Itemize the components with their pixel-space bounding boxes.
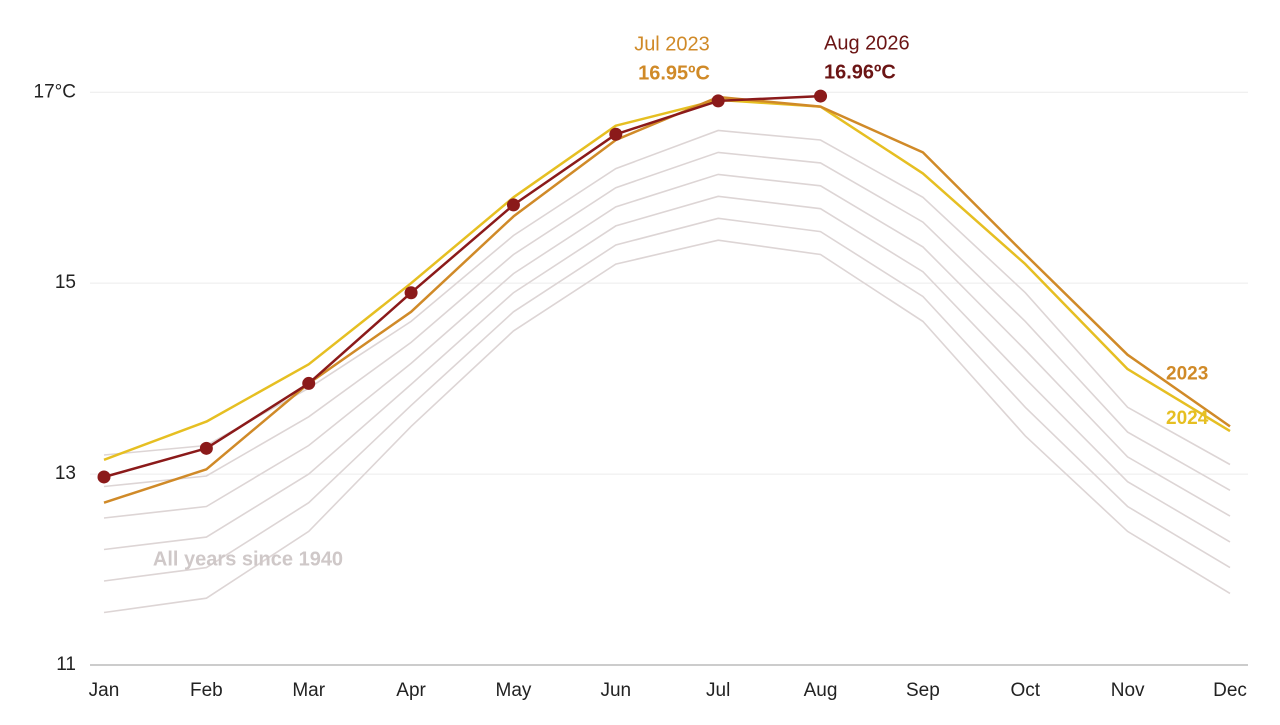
y-tick-label: 15 (55, 272, 76, 293)
y-tick-label: 11 (56, 654, 76, 675)
background-lines (103, 129, 1231, 614)
x-tick-label: Sep (906, 680, 940, 701)
background-line (103, 151, 1231, 491)
x-tick-label: Oct (1010, 680, 1040, 701)
annotation-value: 16.95ºC (638, 62, 710, 84)
data-point (199, 441, 213, 455)
background-line (103, 217, 1231, 582)
series-end-label: 2023 (1166, 363, 1208, 384)
data-point (609, 127, 623, 141)
grid (90, 91, 1248, 666)
background-label: All years since 1940 (153, 548, 343, 570)
x-tick-label: Jun (600, 680, 631, 701)
x-tick-label: Jul (706, 680, 730, 701)
series-line (103, 98, 1231, 461)
annotation-value: 16.96ºC (824, 61, 896, 83)
x-tick-label: Nov (1111, 680, 1145, 701)
series-end-label: 2024 (1166, 408, 1209, 429)
background-line (103, 239, 1231, 614)
data-point (97, 470, 111, 484)
annotation-title: Aug 2026 (824, 32, 910, 54)
y-tick-label: 13 (55, 463, 76, 484)
data-point (506, 198, 520, 212)
data-point (711, 94, 725, 108)
data-point (302, 376, 316, 390)
x-tick-label: Jan (89, 680, 120, 701)
series-line (103, 94, 821, 479)
background-line (103, 195, 1231, 551)
x-tick-label: Mar (292, 680, 325, 701)
x-tick-label: Aug (804, 680, 838, 701)
data-point (814, 89, 828, 103)
x-tick-label: Apr (396, 680, 426, 701)
x-tick-label: Feb (190, 680, 223, 701)
annotation-title: Jul 2023 (634, 33, 710, 55)
x-tick-label: Dec (1213, 680, 1247, 701)
y-tick-label: 17°C (34, 81, 76, 102)
data-point (404, 286, 418, 300)
background-line (103, 173, 1231, 519)
x-tick-label: May (496, 680, 532, 701)
series-lines (97, 89, 1231, 504)
